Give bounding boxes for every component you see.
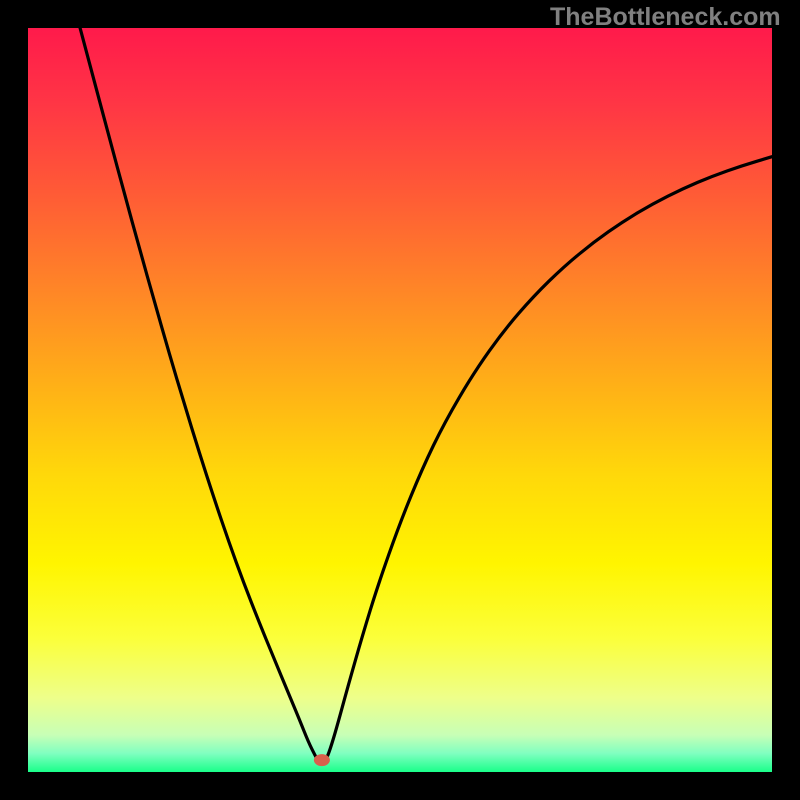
chart-background bbox=[28, 28, 772, 772]
bottleneck-chart bbox=[28, 28, 772, 772]
optimum-marker bbox=[314, 754, 330, 766]
watermark-label: TheBottleneck.com bbox=[550, 3, 781, 32]
